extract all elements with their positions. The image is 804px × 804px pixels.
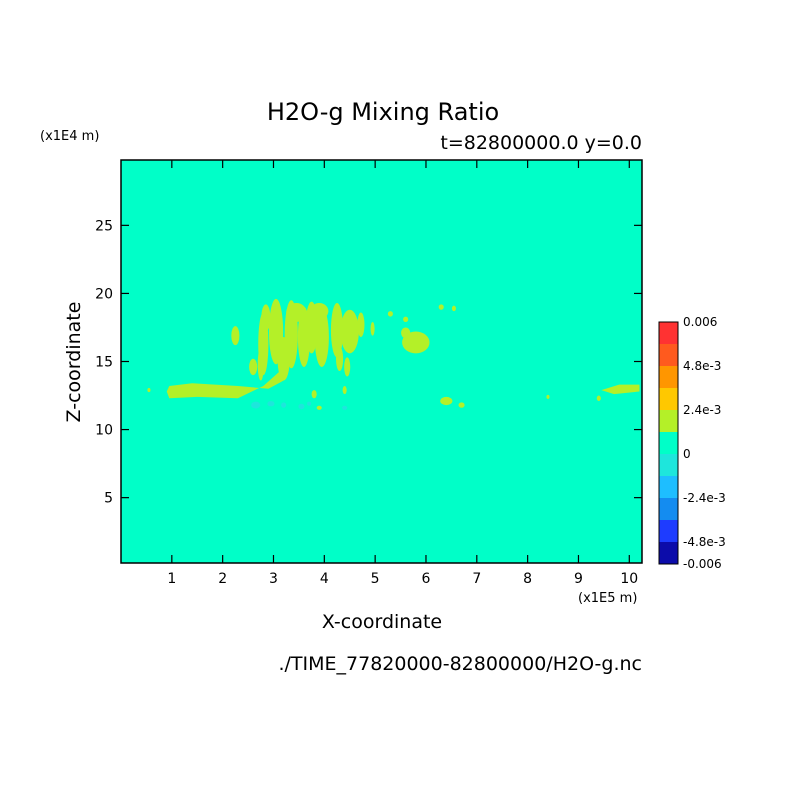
speck-feature bbox=[147, 388, 151, 393]
speck-feature bbox=[403, 316, 409, 323]
negative-speck bbox=[281, 402, 287, 408]
blob-feature bbox=[401, 327, 411, 339]
speck-feature bbox=[596, 395, 601, 401]
negative-speck bbox=[251, 401, 261, 409]
colorbar-segment bbox=[659, 388, 678, 410]
speck-feature bbox=[458, 402, 465, 408]
x-tick-label: 7 bbox=[472, 571, 481, 587]
x-tick-label: 1 bbox=[167, 571, 176, 587]
y-unit-label: (x1E4 m) bbox=[40, 129, 99, 144]
y-tick-label: 15 bbox=[95, 355, 113, 371]
speck-feature bbox=[311, 390, 317, 399]
colorbar-segment bbox=[659, 366, 678, 388]
patch-feature bbox=[601, 384, 640, 395]
colorbar-frame bbox=[658, 321, 679, 565]
y-tick-label: 25 bbox=[95, 218, 113, 234]
plume-feature bbox=[277, 336, 290, 381]
plume-feature bbox=[340, 309, 359, 354]
blob-feature bbox=[402, 331, 430, 354]
y-tick-label: 5 bbox=[104, 491, 113, 507]
colorbar-tick-label: 0 bbox=[683, 447, 691, 461]
colorbar-segment bbox=[659, 476, 678, 498]
field-features bbox=[147, 298, 640, 410]
y-axis-label: Z-coordinate bbox=[63, 302, 85, 423]
plume-feature bbox=[357, 312, 365, 337]
plume-feature bbox=[261, 304, 271, 332]
y-tick-label: 10 bbox=[95, 423, 113, 439]
negative-speck bbox=[298, 403, 305, 410]
plume-feature bbox=[330, 302, 344, 358]
x-tick-label: 9 bbox=[574, 571, 583, 587]
plume-feature bbox=[249, 358, 258, 376]
x-tick-label: 2 bbox=[218, 571, 227, 587]
x-unit-label: (x1E5 m) bbox=[578, 591, 637, 606]
speck-feature bbox=[438, 304, 444, 310]
speck-feature bbox=[387, 311, 393, 317]
colorbar-tick-label: -2.4e-3 bbox=[683, 491, 726, 505]
plume-feature bbox=[370, 322, 375, 336]
band-feature bbox=[166, 366, 289, 399]
plume-feature bbox=[336, 346, 344, 372]
colorbar-segment bbox=[659, 344, 678, 366]
plume-feature bbox=[257, 347, 264, 381]
colorbar-segment bbox=[659, 542, 678, 564]
colorbar-tick-label: 0.006 bbox=[683, 315, 717, 329]
x-tick-label: 3 bbox=[269, 571, 278, 587]
x-tick-label: 5 bbox=[371, 571, 380, 587]
plume-feature bbox=[286, 302, 307, 323]
colorbar-segment bbox=[659, 322, 678, 344]
colorbar-tick-label: 4.8e-3 bbox=[683, 359, 721, 373]
y-axis-ticks: 5 10 15 20 25 bbox=[95, 218, 642, 507]
x-axis-label: X-coordinate bbox=[322, 611, 442, 633]
colorbar-segment bbox=[659, 454, 678, 476]
negative-speck bbox=[342, 405, 348, 410]
speck-feature bbox=[342, 386, 347, 395]
chart-title: H2O-g Mixing Ratio bbox=[267, 98, 499, 126]
x-tick-label: 6 bbox=[422, 571, 431, 587]
colorbar-tick-label: -4.8e-3 bbox=[683, 535, 726, 549]
x-axis-ticks: 1 2 3 4 5 6 7 8 9 10 bbox=[167, 160, 638, 587]
speck-feature bbox=[440, 396, 453, 406]
colorbar-segment bbox=[659, 410, 678, 432]
plume-feature bbox=[314, 307, 329, 367]
x-tick-label: 10 bbox=[620, 571, 638, 587]
colorbar-segment bbox=[659, 432, 678, 454]
plume-feature bbox=[310, 302, 329, 320]
plume-feature bbox=[231, 326, 240, 346]
source-filename: ./TIME_77820000-82800000/H2O-g.nc bbox=[278, 653, 642, 675]
plot-area: 1 2 3 4 5 6 7 8 9 10 5 10 15 20 25 bbox=[95, 159, 643, 587]
plot-background bbox=[121, 160, 642, 563]
chart-subtitle: t=82800000.0 y=0.0 bbox=[440, 132, 642, 154]
x-tick-label: 8 bbox=[523, 571, 532, 587]
negative-speck bbox=[267, 400, 275, 407]
plume-feature bbox=[344, 357, 351, 377]
negative-speck bbox=[307, 401, 312, 406]
speck-feature bbox=[546, 394, 550, 399]
x-tick-label: 4 bbox=[320, 571, 329, 587]
colorbar-tick-label: 2.4e-3 bbox=[683, 403, 721, 417]
colorbar-tick-label: -0.006 bbox=[683, 557, 722, 571]
colorbar-segment bbox=[659, 498, 678, 520]
colorbar-segment bbox=[659, 520, 678, 542]
speck-feature bbox=[451, 305, 456, 312]
speck-feature bbox=[316, 405, 322, 410]
y-tick-label: 20 bbox=[95, 286, 113, 302]
colorbar: 0.006 4.8e-3 2.4e-3 0 -2.4e-3 -4.8e-3 -0.006 bbox=[658, 315, 726, 571]
